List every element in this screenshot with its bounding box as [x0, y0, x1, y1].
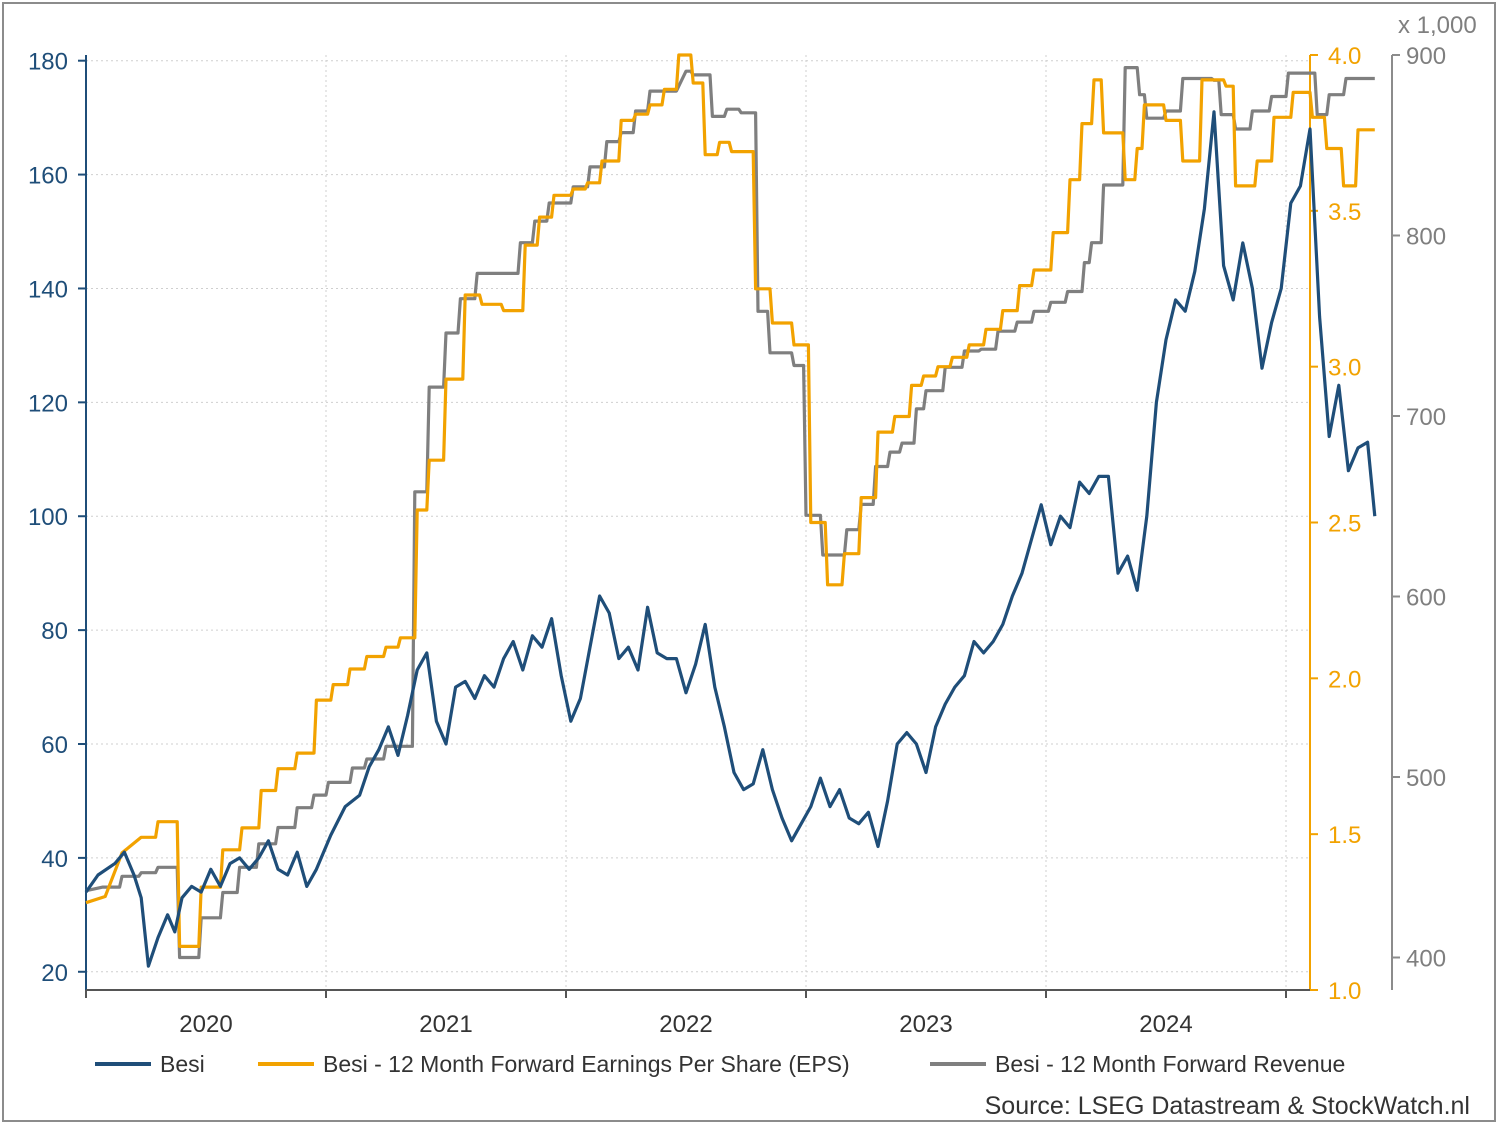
- revenue-axis-tick-label: 400: [1406, 946, 1446, 973]
- x-axis-tick-label: 2021: [419, 1011, 472, 1038]
- x-axis-tick-label: 2023: [899, 1011, 952, 1038]
- left-axis-tick-label: 20: [41, 960, 68, 987]
- x-axis-tick-label: 2020: [179, 1011, 232, 1038]
- revenue-axis-tick-label: 500: [1406, 765, 1446, 792]
- eps-axis-tick-label: 2.5: [1328, 511, 1361, 538]
- series-group: [84, 53, 1377, 968]
- grid: [86, 55, 1310, 990]
- legend-label: Besi - 12 Month Forward Revenue: [995, 1051, 1345, 1077]
- x-axis-tick-label: 2022: [659, 1011, 712, 1038]
- revenue-axis-tick-label: 900: [1406, 43, 1446, 70]
- eps-axis-tick-label: 4.0: [1328, 43, 1361, 70]
- left-axis-tick-label: 40: [41, 846, 68, 873]
- legend: Besi Besi - 12 Month Forward Earnings Per…: [95, 1051, 1345, 1077]
- eps-axis-tick-label: 1.5: [1328, 822, 1361, 849]
- eps-axis-tick-label: 2.0: [1328, 666, 1361, 693]
- axes: 20 40 60 80 100 120 140 160 180 1.0 1.5 2.0 2.5 3.0 3.…: [28, 43, 1446, 1038]
- revenue-axis-tick-label: 700: [1406, 404, 1446, 431]
- x-axis-tick-label: 2024: [1139, 1011, 1192, 1038]
- revenue-axis-multiplier: x 1,000: [1398, 12, 1477, 39]
- eps-axis-tick-label: 3.5: [1328, 199, 1361, 226]
- source-note: Source: LSEG Datastream & StockWatch.nl: [985, 1092, 1470, 1120]
- revenue-axis-tick-label: 600: [1406, 585, 1446, 612]
- left-axis-tick-label: 80: [41, 618, 68, 645]
- left-axis-tick-label: 160: [28, 163, 68, 190]
- left-axis-tick-label: 120: [28, 390, 68, 417]
- revenue-axis-tick-label: 800: [1406, 224, 1446, 251]
- left-axis-tick-label: 60: [41, 732, 68, 759]
- legend-label: Besi: [160, 1051, 205, 1077]
- left-axis-tick-label: 180: [28, 49, 68, 76]
- series-line-0: [84, 110, 1377, 968]
- series-line-1: [85, 53, 1375, 948]
- eps-axis-tick-label: 3.0: [1328, 355, 1361, 382]
- left-axis-tick-label: 140: [28, 276, 68, 303]
- legend-label: Besi - 12 Month Forward Earnings Per Sha…: [323, 1051, 850, 1077]
- left-axis-tick-label: 100: [28, 504, 68, 531]
- eps-axis-tick-label: 1.0: [1328, 978, 1361, 1005]
- series-line-2: [85, 66, 1375, 960]
